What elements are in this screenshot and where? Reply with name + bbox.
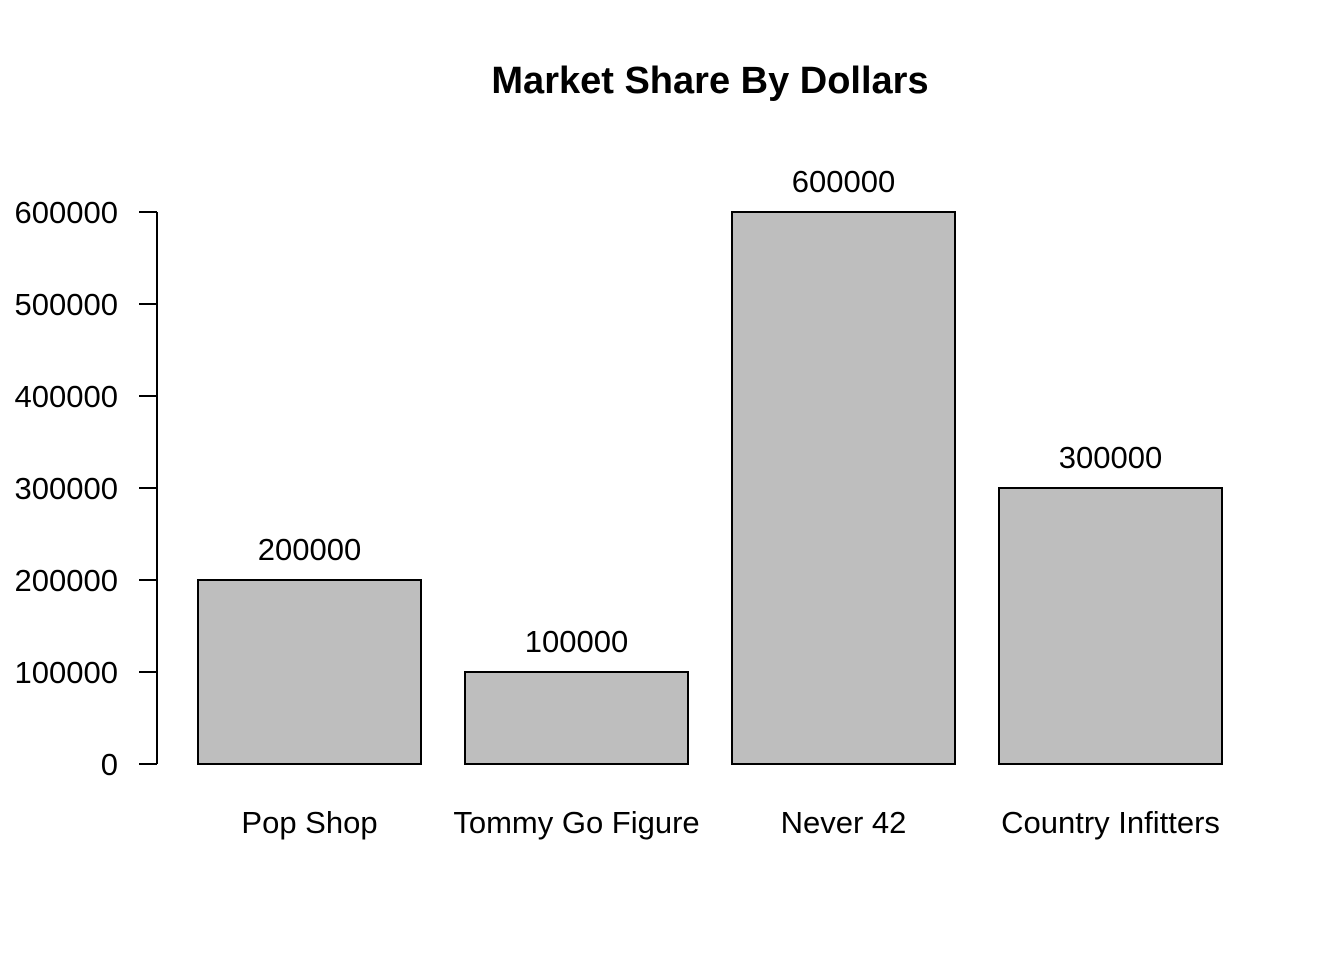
bars (197, 211, 1223, 765)
bar (197, 579, 422, 765)
chart-title: Market Share By Dollars (491, 60, 928, 102)
category-label: Country Infitters (1001, 805, 1220, 840)
data-label: 300000 (1059, 440, 1162, 475)
data-label: 600000 (792, 164, 895, 199)
category-label: Tommy Go Figure (453, 805, 699, 840)
y-axis: 0 100000 200000 300000 400000 500000 600000 (15, 195, 158, 782)
y-tick-label: 300000 (15, 471, 118, 506)
bar (464, 671, 689, 765)
y-tick-label: 600000 (15, 195, 118, 230)
data-labels: 200000 100000 600000 300000 (258, 164, 1162, 659)
category-label: Never 42 (781, 805, 907, 840)
y-tick-label: 0 (101, 747, 118, 782)
data-label: 200000 (258, 532, 361, 567)
y-tick-label: 100000 (15, 655, 118, 690)
category-label: Pop Shop (241, 805, 377, 840)
y-tick-label: 400000 (15, 379, 118, 414)
y-tick-label: 500000 (15, 287, 118, 322)
y-tick-label: 200000 (15, 563, 118, 598)
bar (998, 487, 1223, 765)
bar (731, 211, 956, 765)
category-labels: Pop Shop Tommy Go Figure Never 42 Country I… (241, 805, 1219, 840)
data-label: 100000 (525, 624, 628, 659)
